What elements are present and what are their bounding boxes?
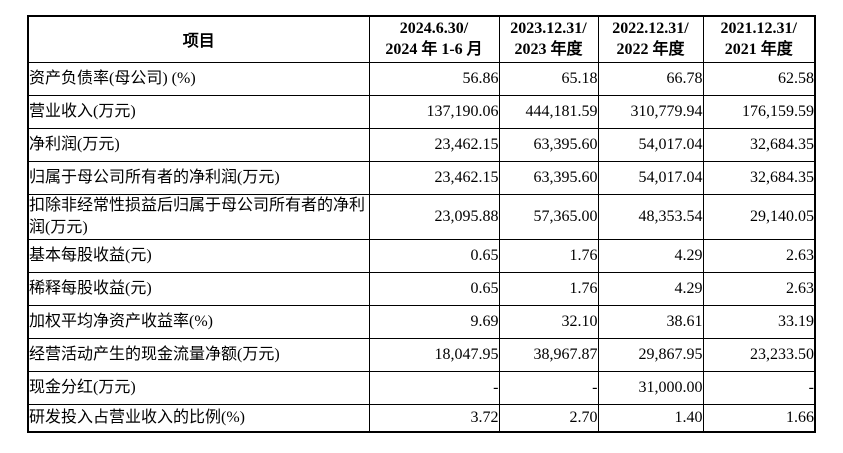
cell-value: 1.40 <box>597 403 704 433</box>
table-row-revenue: 营业收入(万元) 137,190.06 444,181.59 310,779.9… <box>27 94 816 129</box>
cell-value: 444,181.59 <box>498 94 599 129</box>
table-row-basic-eps: 基本每股收益(元) 0.65 1.76 4.29 2.63 <box>27 238 816 273</box>
cell-value: 63,395.60 <box>498 127 599 162</box>
header-period-line: 2024 年 1-6 月 <box>385 41 483 59</box>
cell-value: 63,395.60 <box>498 160 599 195</box>
cell-value: 38,967.87 <box>498 337 599 372</box>
header-date-line: 2023.12.31/ <box>510 20 587 38</box>
cell-value: 310,779.94 <box>597 94 704 129</box>
cell-value: 2.63 <box>702 271 816 306</box>
cell-value: - <box>702 370 816 405</box>
header-period-line: 2023 年度 <box>514 41 583 59</box>
header-item: 项目 <box>27 15 370 63</box>
cell-value: 2.70 <box>498 403 599 433</box>
row-label: 稀释每股收益(元) <box>27 271 370 306</box>
cell-value: 23,233.50 <box>702 337 816 372</box>
table-row-net-profit-parent: 归属于母公司所有者的净利润(万元) 23,462.15 63,395.60 54… <box>27 160 816 195</box>
header-date-line: 2024.6.30/ <box>399 20 469 38</box>
table-row-rd-ratio: 研发投入占营业收入的比例(%) 3.72 2.70 1.40 1.66 <box>27 403 816 433</box>
row-label: 加权平均净资产收益率(%) <box>27 304 370 339</box>
row-label: 净利润(万元) <box>27 127 370 162</box>
cell-value: 4.29 <box>597 271 704 306</box>
cell-value: 31,000.00 <box>597 370 704 405</box>
table-row-net-profit: 净利润(万元) 23,462.15 63,395.60 54,017.04 32… <box>27 127 816 162</box>
row-label: 归属于母公司所有者的净利润(万元) <box>27 160 370 195</box>
cell-value: 176,159.59 <box>702 94 816 129</box>
row-label: 扣除非经常性损益后归属于母公司所有者的净利润(万元) <box>27 193 370 240</box>
row-label: 现金分红(万元) <box>27 370 370 405</box>
cell-value: 29,867.95 <box>597 337 704 372</box>
financial-indicators-table: 项目 2024.6.30/ 2024 年 1-6 月 2023.12.31/ 2… <box>27 15 816 433</box>
cell-value: 32,684.35 <box>702 160 816 195</box>
table-row-weighted-roe: 加权平均净资产收益率(%) 9.69 32.10 38.61 33.19 <box>27 304 816 339</box>
cell-value: 23,095.88 <box>368 193 500 240</box>
table-header-row: 项目 2024.6.30/ 2024 年 1-6 月 2023.12.31/ 2… <box>27 15 816 63</box>
cell-value: 65.18 <box>498 61 599 96</box>
header-period-line: 2022 年度 <box>616 41 685 59</box>
cell-value: 57,365.00 <box>498 193 599 240</box>
header-period-line: 2021 年度 <box>724 41 793 59</box>
table-row-cash-dividend: 现金分红(万元) - - 31,000.00 - <box>27 370 816 405</box>
row-label: 资产负债率(母公司) (%) <box>27 61 370 96</box>
cell-value: 54,017.04 <box>597 127 704 162</box>
header-period-2024h1: 2024.6.30/ 2024 年 1-6 月 <box>368 15 500 63</box>
table-row-net-profit-excl-nonrecurring: 扣除非经常性损益后归属于母公司所有者的净利润(万元) 23,095.88 57,… <box>27 193 816 240</box>
cell-value: - <box>368 370 500 405</box>
row-label: 基本每股收益(元) <box>27 238 370 273</box>
row-label: 营业收入(万元) <box>27 94 370 129</box>
cell-value: 137,190.06 <box>368 94 500 129</box>
cell-value: 48,353.54 <box>597 193 704 240</box>
cell-value: 56.86 <box>368 61 500 96</box>
row-label: 研发投入占营业收入的比例(%) <box>27 403 370 433</box>
cell-value: 18,047.95 <box>368 337 500 372</box>
cell-value: 32.10 <box>498 304 599 339</box>
cell-value: 0.65 <box>368 271 500 306</box>
header-period-2022: 2022.12.31/ 2022 年度 <box>597 15 704 63</box>
header-date-line: 2021.12.31/ <box>720 20 797 38</box>
header-period-2021: 2021.12.31/ 2021 年度 <box>702 15 816 63</box>
cell-value: 23,462.15 <box>368 160 500 195</box>
cell-value: 33.19 <box>702 304 816 339</box>
cell-value: 62.58 <box>702 61 816 96</box>
header-period-2023: 2023.12.31/ 2023 年度 <box>498 15 599 63</box>
cell-value: 4.29 <box>597 238 704 273</box>
table-row-operating-cash-flow: 经营活动产生的现金流量净额(万元) 18,047.95 38,967.87 29… <box>27 337 816 372</box>
cell-value: 0.65 <box>368 238 500 273</box>
cell-value: 54,017.04 <box>597 160 704 195</box>
cell-value: 1.76 <box>498 238 599 273</box>
header-date-line: 2022.12.31/ <box>612 20 689 38</box>
cell-value: 1.76 <box>498 271 599 306</box>
table-row-diluted-eps: 稀释每股收益(元) 0.65 1.76 4.29 2.63 <box>27 271 816 306</box>
cell-value: 38.61 <box>597 304 704 339</box>
cell-value: 1.66 <box>702 403 816 433</box>
row-label: 经营活动产生的现金流量净额(万元) <box>27 337 370 372</box>
table-row-debt-ratio: 资产负债率(母公司) (%) 56.86 65.18 66.78 62.58 <box>27 61 816 96</box>
cell-value: 2.63 <box>702 238 816 273</box>
cell-value: 23,462.15 <box>368 127 500 162</box>
cell-value: 29,140.05 <box>702 193 816 240</box>
cell-value: 3.72 <box>368 403 500 433</box>
cell-value: 9.69 <box>368 304 500 339</box>
cell-value: 32,684.35 <box>702 127 816 162</box>
cell-value: 66.78 <box>597 61 704 96</box>
cell-value: - <box>498 370 599 405</box>
